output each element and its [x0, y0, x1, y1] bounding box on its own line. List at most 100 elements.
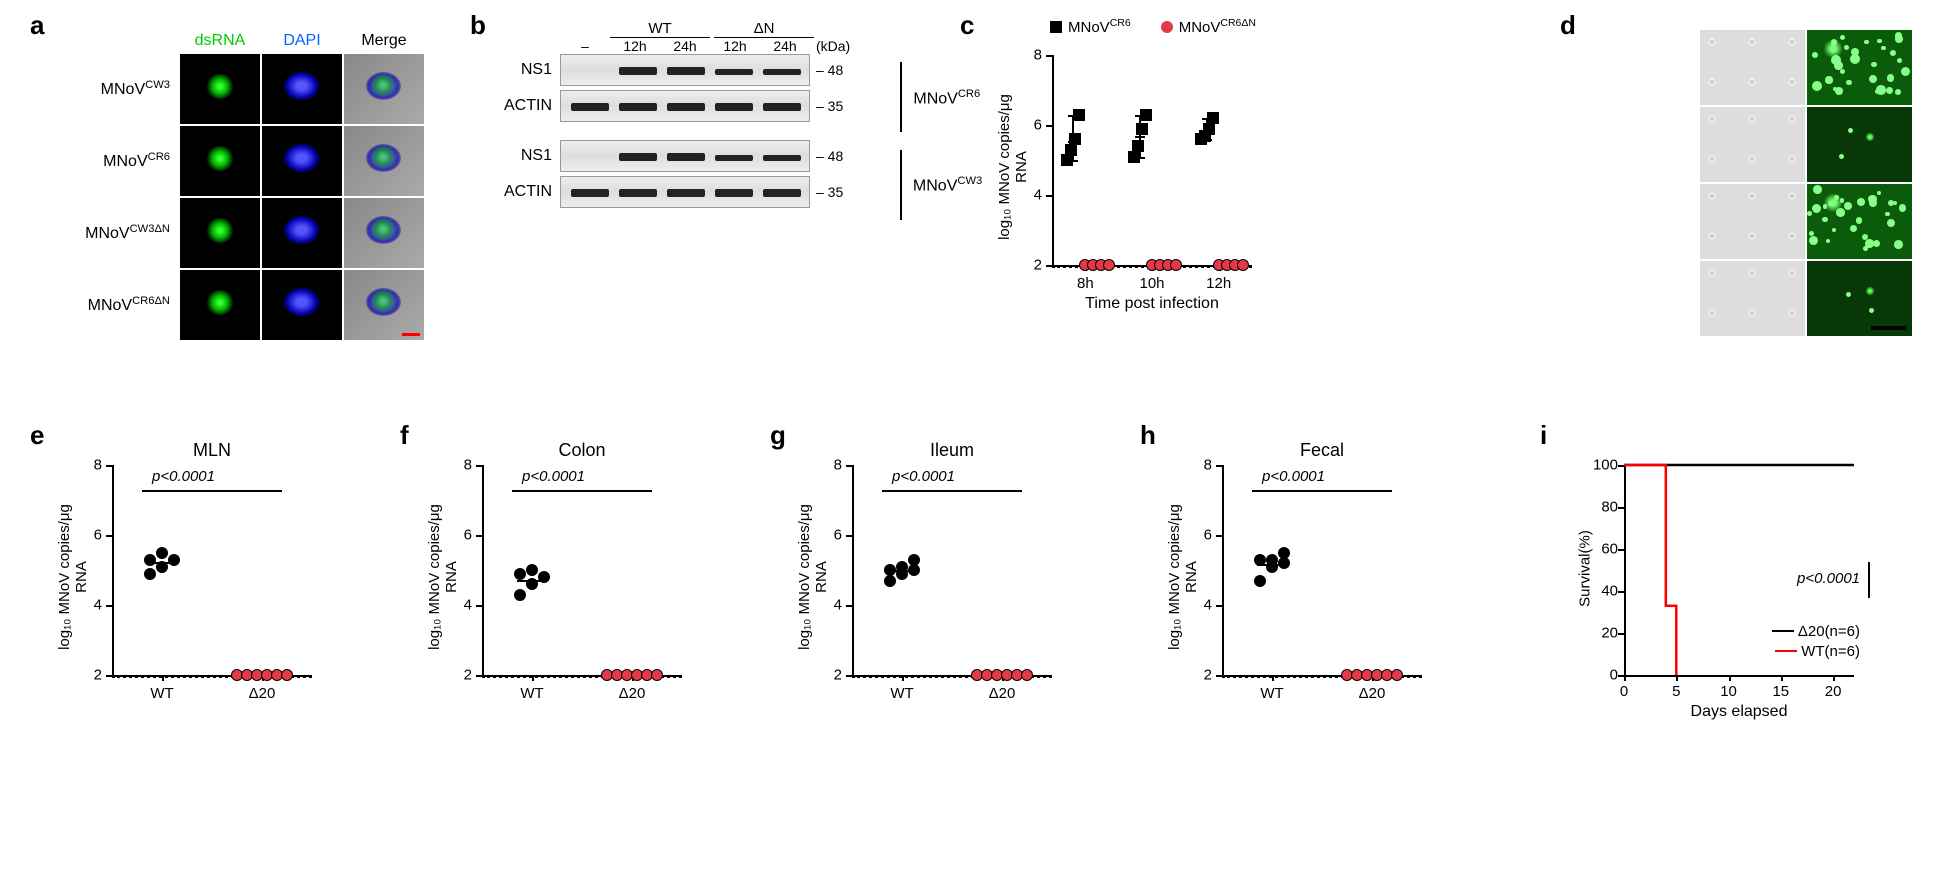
- data-point: [1065, 144, 1077, 156]
- microscopy-col-header: dsRNA: [180, 30, 260, 52]
- blot-strip: [560, 90, 810, 122]
- y-tick-label: 2: [450, 667, 472, 684]
- panel-i-survival: 02040608010005101520Survival(%)Days elap…: [1570, 445, 1870, 725]
- blot-group-wt: WT: [610, 20, 710, 38]
- legend-item: Δ20(n=6): [1772, 623, 1860, 640]
- blot-kda-label: (kDa): [816, 38, 850, 54]
- blot-lane-label: 24h: [760, 38, 810, 54]
- data-point: [1237, 259, 1249, 271]
- brightfield-cell-image: MNoVCW3: [1700, 30, 1805, 105]
- data-point: [1140, 109, 1152, 121]
- x-tick-label: Δ20: [249, 685, 276, 702]
- data-point: [908, 554, 920, 566]
- plot-title: Colon: [482, 440, 682, 461]
- x-tick-label: 10h: [1139, 275, 1164, 292]
- microscopy-row-label: MNoVCR6: [70, 151, 170, 171]
- data-point: [156, 547, 168, 559]
- legend-item: WT(n=6): [1775, 643, 1860, 660]
- microscopy-cell: MNoVCW3ΔN: [180, 198, 260, 268]
- data-point: [514, 568, 526, 580]
- microscopy-cell: MNoVCR6: [180, 126, 260, 196]
- legend-item: MNoVCR6: [1050, 17, 1131, 36]
- panel-c-label: c: [960, 10, 974, 41]
- panel-d-cellimages: MNoVCW3MNoVCW3Δ20MNoVCR6MNoVCR6Δ20: [1700, 30, 1912, 336]
- blot-mw-marker: – 48: [816, 148, 843, 164]
- panel-e-label: e: [30, 420, 44, 451]
- data-point: [1136, 123, 1148, 135]
- p-value-label: p<0.0001: [522, 468, 585, 485]
- x-axis-title: Time post infection: [1052, 295, 1252, 313]
- legend-item: MNoVCR6ΔN: [1161, 17, 1256, 36]
- microscopy-cell: [262, 270, 342, 340]
- y-axis-title: log₁₀ MNoV copies/μg RNA: [426, 492, 460, 662]
- plot-title: Ileum: [852, 440, 1052, 461]
- survival-curve: [1624, 465, 1676, 675]
- microscopy-cell: [262, 198, 342, 268]
- data-point: [1073, 109, 1085, 121]
- y-axis-title: log₁₀ MNoV copies/μg RNA: [796, 492, 830, 662]
- data-point: [1254, 575, 1266, 587]
- data-point: [281, 669, 293, 681]
- microscopy-row-label: MNoVCW3ΔN: [70, 223, 170, 243]
- blot-mw-marker: – 48: [816, 62, 843, 78]
- x-tick-label: WT: [890, 685, 913, 702]
- y-tick-label: 2: [1020, 257, 1042, 274]
- blot-side-label: MNoVCW3: [913, 175, 982, 195]
- blot-lane-label: 24h: [660, 38, 710, 54]
- plot-title: Fecal: [1222, 440, 1422, 461]
- data-point: [144, 568, 156, 580]
- panel-b-label: b: [470, 10, 486, 41]
- panel-a-microscopy: dsRNADAPIMergeMNoVCW3MNoVCR6MNoVCW3ΔNMNo…: [180, 30, 424, 340]
- panel-f-label: f: [400, 420, 409, 451]
- blot-strip: [560, 54, 810, 86]
- data-point: [1103, 259, 1115, 271]
- x-tick-label: Δ20: [619, 685, 646, 702]
- microscopy-cell: [344, 198, 424, 268]
- y-axis-title: log₁₀ MNoV copies/μg RNA: [996, 82, 1030, 252]
- y-axis-title: log₁₀ MNoV copies/μg RNA: [1166, 492, 1200, 662]
- microscopy-col-header: Merge: [344, 30, 424, 52]
- y-tick-label: 8: [80, 457, 102, 474]
- panel-a-label: a: [30, 10, 44, 41]
- x-tick-label: WT: [1260, 685, 1283, 702]
- gfp-cell-image: [1807, 107, 1912, 182]
- microscopy-row-label: MNoVCW3: [70, 79, 170, 99]
- data-point: [1203, 123, 1215, 135]
- gfp-cell-image: [1807, 261, 1912, 336]
- x-tick-label: WT: [150, 685, 173, 702]
- data-point: [1170, 259, 1182, 271]
- microscopy-cell: [262, 54, 342, 124]
- y-tick-label: 2: [820, 667, 842, 684]
- microscopy-cell: [344, 54, 424, 124]
- data-point: [1207, 112, 1219, 124]
- blot-strip: [560, 176, 810, 208]
- panel-g-scatter: 2468WTΔ20Ileumlog₁₀ MNoV copies/μg RNAp<…: [800, 445, 1080, 725]
- blot-lane-label: –: [560, 38, 610, 54]
- brightfield-cell-image: MNoVCR6: [1700, 184, 1805, 259]
- p-value-label: p<0.0001: [1797, 570, 1860, 587]
- p-value-label: p<0.0001: [892, 468, 955, 485]
- blot-side-label: MNoVCR6: [913, 88, 980, 108]
- data-point: [1069, 133, 1081, 145]
- brightfield-cell-image: MNoVCW3Δ20: [1700, 107, 1805, 182]
- blot-mw-marker: – 35: [816, 98, 843, 114]
- blot-group-dn: ΔN: [714, 20, 814, 38]
- microscopy-cell: [344, 126, 424, 196]
- x-tick-label: Δ20: [989, 685, 1016, 702]
- y-tick-label: 8: [450, 457, 472, 474]
- p-value-label: p<0.0001: [1262, 468, 1325, 485]
- panel-i-label: i: [1540, 420, 1547, 451]
- data-point: [514, 589, 526, 601]
- blot-protein-label: NS1: [500, 147, 552, 165]
- panel-c-scatter: 24688h10h12hlog₁₀ MNoV copies/μg RNATime…: [1000, 35, 1280, 315]
- data-point: [1061, 154, 1073, 166]
- data-point: [1391, 669, 1403, 681]
- microscopy-cell: [262, 126, 342, 196]
- x-tick-label: 12h: [1206, 275, 1231, 292]
- panel-e-scatter: 2468WTΔ20MLNlog₁₀ MNoV copies/μg RNAp<0.…: [60, 445, 340, 725]
- y-tick-label: 2: [1190, 667, 1212, 684]
- panel-h-label: h: [1140, 420, 1156, 451]
- y-tick-label: 8: [820, 457, 842, 474]
- data-point: [884, 575, 896, 587]
- data-point: [1021, 669, 1033, 681]
